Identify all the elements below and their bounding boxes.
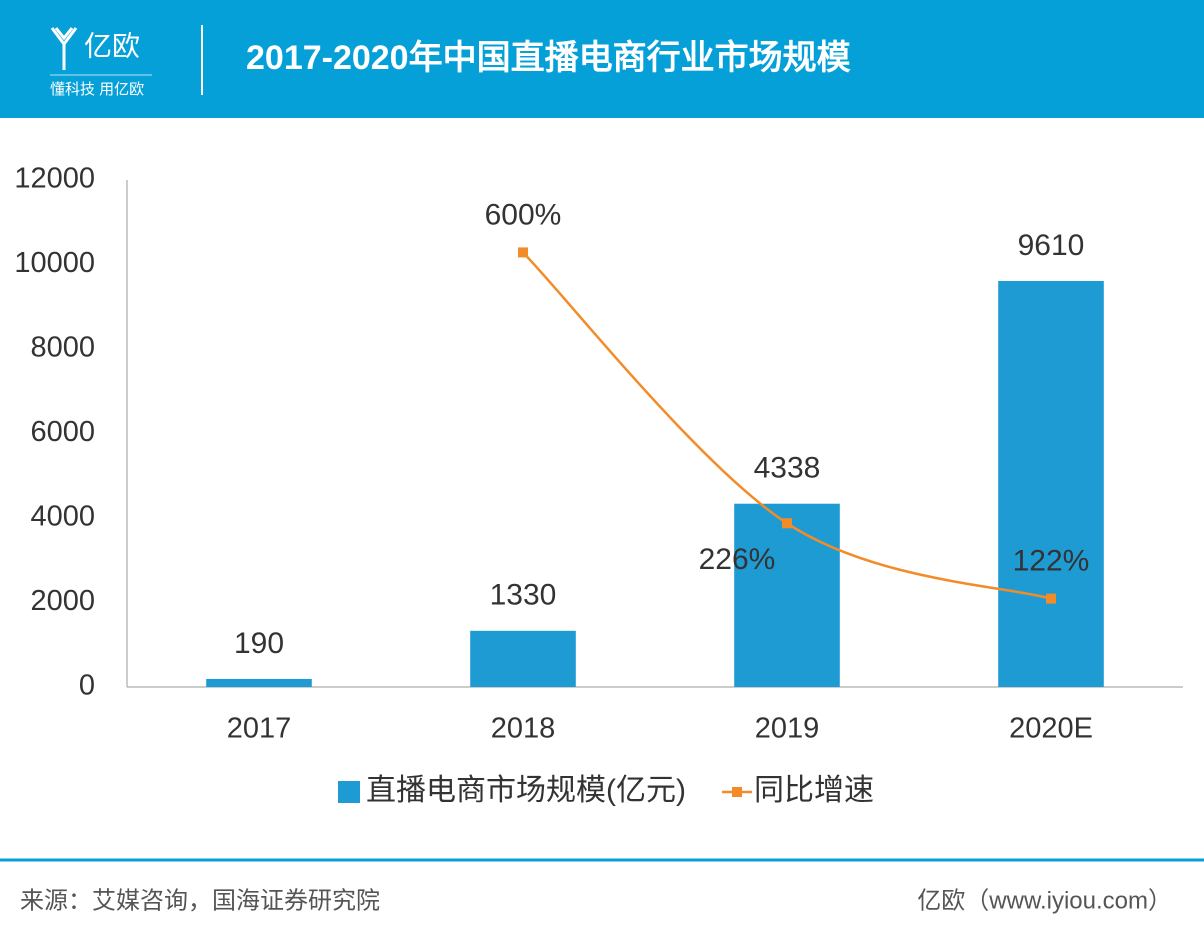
line-marker [782,518,792,529]
bar [206,678,312,687]
footer-source: 来源：艾媒咨询，国海证券研究院 [20,887,380,914]
chart-title: 2017-2020年中国直播电商行业市场规模 [246,38,851,77]
line-value-label: 226% [699,543,776,576]
y-tick-label: 8000 [30,332,95,364]
bar-value-label: 9610 [1018,229,1085,262]
bar-value-label: 190 [234,627,284,660]
logo-mark [50,27,78,70]
bar [998,280,1104,687]
y-tick-label: 4000 [30,501,95,533]
line-marker [518,247,528,258]
line-marker [1046,593,1056,604]
bar-value-label: 1330 [490,579,557,612]
legend-swatch [731,787,742,797]
logo-text: 亿欧 [84,30,140,61]
header-bar [0,0,1204,118]
x-tick-label: 2019 [755,713,820,745]
x-tick-label: 2020E [1009,713,1093,745]
legend-label: 直播电商市场规模(亿元) [366,774,686,807]
bar [470,630,576,687]
legend-swatch [338,781,360,803]
line [522,251,1052,600]
y-tick-label: 12000 [14,163,95,195]
line-value-label: 122% [1013,545,1090,578]
x-tick-label: 2017 [227,713,292,745]
y-tick-label: 6000 [30,416,95,448]
legend-label: 同比增速 [754,774,874,807]
y-tick-label: 2000 [30,585,95,617]
x-tick-label: 2018 [491,713,556,745]
footer-site: 亿欧（www.iyiou.com） [917,887,1172,914]
logo-slogan: 懂科技 用亿欧 [50,81,144,98]
y-tick-label: 10000 [14,247,95,279]
line-value-label: 600% [485,198,562,231]
bar [734,503,840,687]
y-tick-label: 0 [79,670,95,702]
bar-value-label: 4338 [754,452,821,485]
